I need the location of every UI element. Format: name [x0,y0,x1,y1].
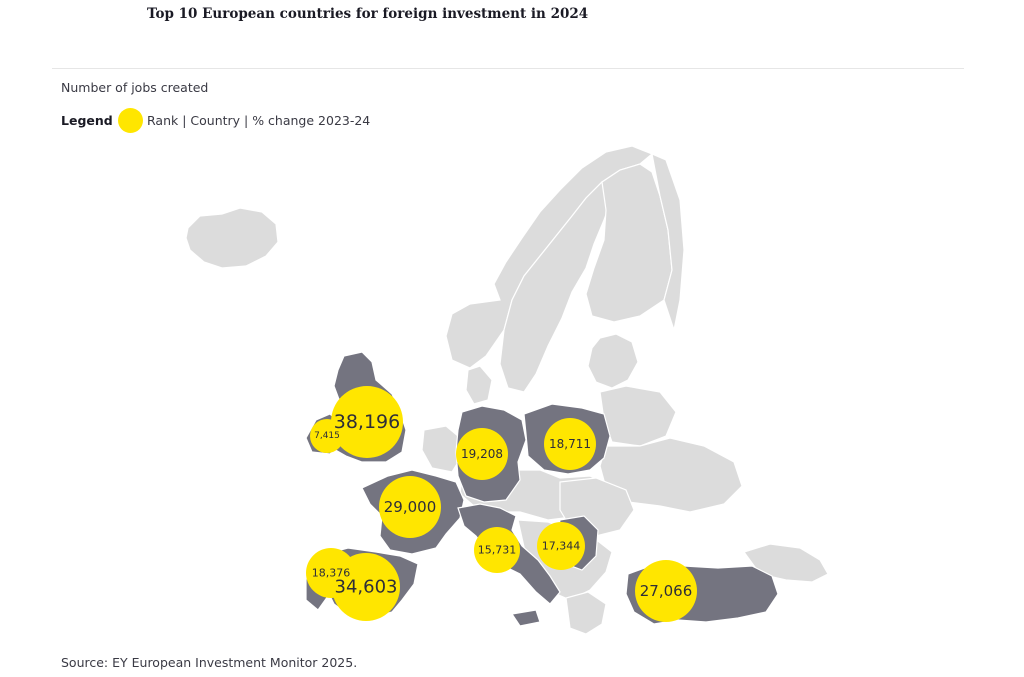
value-label-italy: 15,731 [478,544,517,557]
value-label-poland: 18,711 [549,437,591,451]
bubble-ireland [310,419,344,453]
value-label-germany: 19,208 [461,447,503,461]
value-label-ireland: 7,415 [314,431,340,441]
baltics [587,333,639,389]
source-note: Source: EY European Investment Monitor 2… [61,655,358,670]
legend: Legend Rank | Country | % change 2023-24 [61,107,370,133]
bubble-uk [331,386,403,458]
bubble-turkey [635,560,697,622]
value-label-uk: 38,196 [334,411,400,433]
value-label-portugal: 18,376 [312,567,351,580]
legend-description: Rank | Country | % change 2023-24 [147,112,371,128]
divider [52,68,964,69]
value-label-france: 29,000 [384,498,437,516]
value-label-turkey: 27,066 [640,582,693,600]
bubbles [306,386,697,622]
sweden [499,181,613,393]
greece [565,591,607,635]
sicily [510,609,541,627]
bubble-france [379,476,441,538]
background-land [185,145,829,635]
belarus [599,385,677,447]
value-label-serbia: 17,344 [542,540,581,553]
russia-edge [651,153,685,333]
bubble-serbia [537,522,585,570]
bubble-germany [456,428,508,480]
iceland [185,207,279,269]
bubble-poland [544,418,596,470]
denmark [465,365,493,405]
bubble-labels: 38,196 7,415 19,208 18,711 29,000 15,731… [312,411,693,600]
chart-subtitle: Number of jobs created [61,80,209,95]
legend-title: Legend [61,112,113,128]
finland [585,163,673,323]
chart-title: Top 10 European countries for foreign in… [147,6,589,22]
value-label-spain: 34,603 [335,577,398,598]
bubble-spain [332,553,400,621]
legend-bubble-icon [118,107,143,133]
bubble-italy [474,527,520,573]
